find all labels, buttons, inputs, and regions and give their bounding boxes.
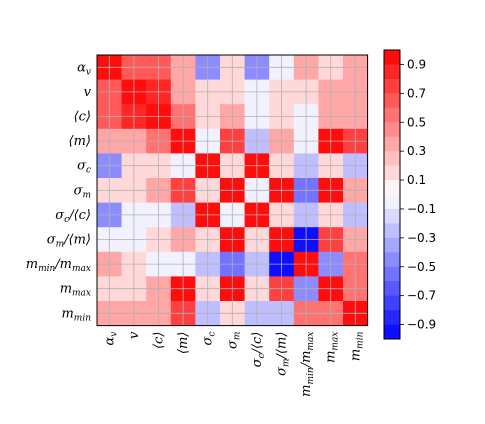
y-tick-label: σc​ [77, 159, 91, 176]
colorbar-segment [384, 136, 400, 152]
colorbar-tick-label: 0.1 [407, 173, 426, 187]
colorbar-tick-label: −0.3 [407, 231, 436, 245]
colorbar-segment [384, 310, 400, 325]
x-tick-label: ⟨c⟩ [152, 332, 167, 349]
colorbar-segment [384, 266, 400, 282]
colorbar-segment [384, 208, 400, 224]
x-tick-labels: αv​ v ⟨c⟩ ⟨m⟩ σc​ σm​ σc​/⟨c⟩ σm​/⟨m⟩ mmin​/mmax… [102, 331, 365, 397]
colorbar-tick-label: 0.5 [407, 115, 426, 129]
heatmap-grid [97, 55, 368, 326]
x-tick-label: v [127, 331, 142, 339]
y-tick-label: mmin​ [61, 306, 91, 323]
colorbar-tick-label: 0.9 [407, 57, 426, 71]
colorbar-segment [384, 165, 400, 181]
y-tick-labels: αv​ v ⟨c⟩ ⟨m⟩ σc​ σm​ σc​/⟨c⟩ σm​/⟨m⟩ mmin​/mmax… [26, 60, 92, 323]
colorbar-segment [384, 151, 400, 166]
y-tick-label: ⟨c⟩ [74, 110, 91, 125]
plot-frame [96, 54, 369, 327]
colorbar-tick-label: −0.7 [407, 289, 436, 303]
colorbar: 0.9 0.7 0.5 0.3 0.1 −0.1 −0.3 −0.5 −0.7 −0.9 [383, 49, 436, 340]
x-tick-label: σc​/⟨c⟩ [250, 332, 267, 368]
colorbar-segment [384, 252, 400, 268]
x-tick-label: αv​ [102, 332, 119, 346]
colorbar-segment [384, 93, 400, 109]
x-tick-label: σm​/⟨m⟩ [275, 332, 292, 376]
colorbar-segment [384, 281, 400, 296]
colorbar-segment [384, 223, 400, 239]
colorbar-segment [384, 64, 400, 80]
colorbar-frame [383, 49, 401, 340]
colorbar-segment [384, 295, 400, 311]
colorbar-tick-label: 0.7 [407, 86, 426, 100]
colorbar-tick-label: −0.5 [407, 260, 436, 274]
x-tick-label: ⟨m⟩ [176, 332, 191, 354]
y-tick-label: ⟨m⟩ [69, 134, 91, 149]
y-tick-label: v [84, 85, 92, 100]
x-tick-label: mmin​/mmax​ [299, 332, 316, 397]
y-tick-label: σm​/⟨m⟩ [47, 233, 91, 250]
colorbar-segment [384, 237, 400, 253]
x-tick-label: σm​ [225, 332, 242, 349]
y-tick-label: mmin​/mmax​ [26, 257, 91, 274]
colorbar-segment [384, 324, 400, 340]
colorbar-segment [384, 194, 400, 210]
colorbar-tick-label: −0.1 [407, 202, 436, 216]
y-tick-label: σc​/⟨c⟩ [55, 208, 91, 225]
x-tick-label: σc​ [201, 332, 218, 346]
y-tick-label: mmax​ [60, 282, 91, 299]
colorbar-segment [384, 180, 400, 195]
colorbar-tick-label: 0.3 [407, 144, 426, 158]
y-tick-label: αv​ [77, 60, 91, 77]
colorbar-segment [384, 107, 400, 123]
y-tick-label: σm​ [74, 183, 91, 200]
colorbar-segment [384, 50, 400, 65]
colorbar-segment [384, 122, 400, 137]
x-tick-label: mmax​ [324, 332, 341, 363]
colorbar-tick-label: −0.9 [407, 318, 436, 332]
x-tick-label: mmin​ [348, 331, 365, 361]
colorbar-segment [384, 78, 400, 94]
